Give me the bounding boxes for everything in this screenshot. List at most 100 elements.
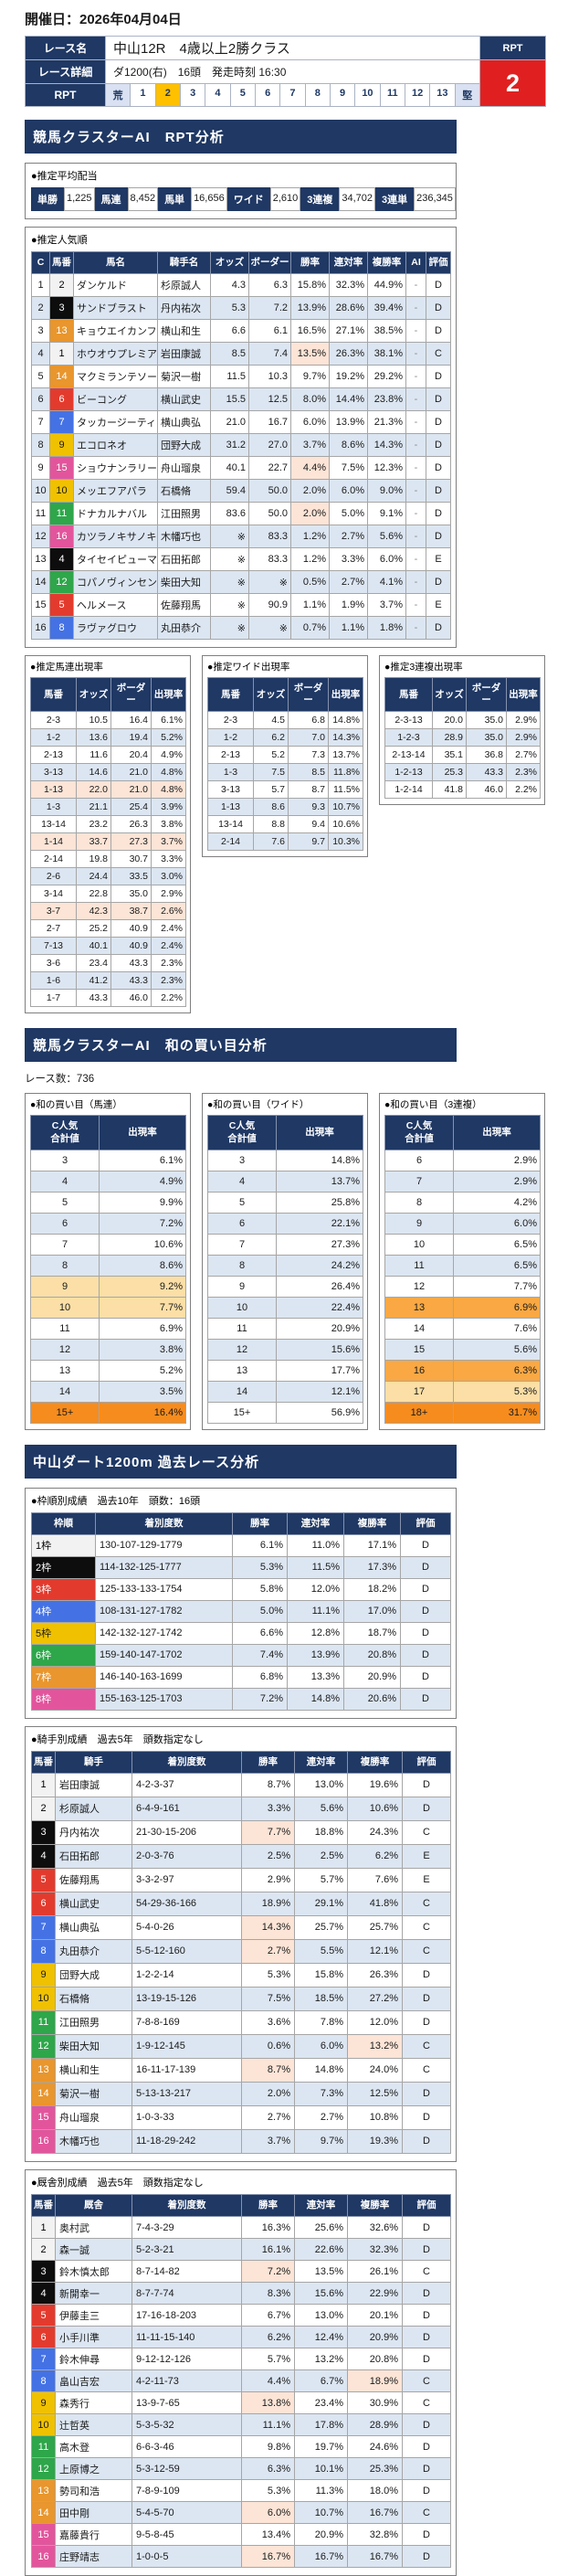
column-header: 出現率 [453,1115,541,1150]
race-detail-value: ダ1200(右) 16頭 発走時刻 16:30 [105,59,480,84]
cell-odds: 25.3 [432,763,467,782]
cell-horse-number: 7 [49,410,74,435]
cell-odds: 20.0 [432,711,467,730]
cell-border: 6.1 [248,319,291,344]
cell-fuku-rate: 3.7% [367,593,406,618]
cell-ren-rate: 27.1% [329,319,368,344]
cell-combination: 2-13-14 [384,746,433,765]
cell-win-rate: 2.9% [241,1867,295,1892]
column-header: 勝率 [290,250,330,275]
occurrence-row: 1-13 22.0 21.0 4.8% [30,780,186,800]
cell-rate: 10.6% [99,1233,186,1256]
cell-fuku-rate: 10.6% [347,1796,403,1821]
cell-win-rate: 11.1% [241,2413,295,2436]
cell-horse-number: 5 [49,593,74,618]
wa-row: 12 7.7% [384,1275,541,1298]
cell-record: 125-133-133-1754 [95,1577,233,1601]
cell-horse-number: 9 [31,2391,56,2414]
race-name-label: レース名 [25,36,106,60]
cell-eval: D [402,2523,451,2546]
cell-win-rate: 6.6% [232,1621,288,1645]
cell-horse-number: 15 [49,456,74,481]
cell-win-rate: 1.2% [290,547,330,572]
cell-eval: D [426,525,451,549]
jockey-results-box: ●騎手別成績 過去5年 頭数指定なし 馬番 騎手 着別度数 勝率 連対率 複勝率 評価 1 岩田… [25,1725,457,2162]
cell-ren-rate: 32.3% [329,273,368,298]
cell-border: 7.2 [248,296,291,321]
jockey-row: 15 舟山瑠泉 1-0-3-33 2.7% 2.7% 10.8% D [31,2104,451,2130]
cell-combination: 7-13 [30,937,77,956]
cell-rate: 6.5% [453,1233,541,1256]
column-header: 連対率 [287,1511,344,1535]
cell-rank: 9 [31,456,50,481]
event-date: 開催日：2026年04月04日 [25,12,182,27]
cell-waku: 3枠 [31,1577,96,1601]
cell-eval: D [402,2081,451,2106]
wa-row: 14 12.1% [207,1380,363,1403]
cell-odds: 40.1 [210,456,249,481]
cell-eval: D [402,2104,451,2130]
cell-rate: 14.8% [276,1149,363,1171]
wa-row: 15+ 56.9% [207,1401,363,1424]
cell-win-rate: 5.8% [232,1577,288,1601]
column-header: 勝率 [241,1750,295,1774]
cell-fuku-rate: 24.0% [347,2057,403,2083]
cell-record: 8-7-7-74 [131,2282,242,2305]
cell-eval: D [400,1643,451,1667]
cell-record: 17-16-18-203 [131,2304,242,2327]
cell-sum-value: 7 [207,1233,277,1256]
cell-ai: - [405,593,426,618]
race-info-table: レース名 中山12R 4歳以上2勝クラス RPT レース詳細 ダ1200(右) … [25,36,546,107]
cell-combination: 3-6 [30,954,77,973]
cell-odds: 8.6 [253,798,289,817]
cell-rank: 15 [31,593,50,618]
cell-win-rate: 16.5% [290,319,330,344]
cell-odds: 40.1 [76,937,111,956]
cell-waku: 8枠 [31,1687,96,1711]
cell-rate: 3.7% [151,832,186,852]
cell-fuku-rate: 5.6% [367,525,406,549]
cell-combination: 1-14 [30,832,77,852]
cell-fuku-rate: 30.9% [347,2391,403,2414]
cell-sum-value: 6 [30,1212,100,1235]
cell-ren-rate: 12.4% [294,2326,348,2348]
jockey-row: 4 石田拓郎 2-0-3-76 2.5% 2.5% 6.2% E [31,1843,451,1869]
wa-row: 6 2.9% [384,1149,541,1171]
cell-odds: 6.6 [210,319,249,344]
occurrence-row: 1-7 43.3 46.0 2.2% [30,989,186,1008]
cell-win-rate: 5.3% [241,1962,295,1988]
cell-fuku-rate: 18.9% [347,2369,403,2392]
cell-odds: 7.6 [253,832,289,852]
cell-fuku-rate: 29.2% [367,365,406,389]
wa-wide-table: C人気 合計値 出現率 3 14.8% 4 13.7% 5 25.8% 6 22.1% 7 27.3%… [207,1115,363,1424]
occurrence-row: 7-13 40.1 40.9 2.4% [30,937,186,956]
occurrence-row: 3-13 5.7 8.7 11.5% [207,780,363,800]
cell-eval: C [402,1891,451,1916]
rpt-scale-value: 荒 [106,84,131,106]
payout-value: 236,345 [414,187,456,211]
wa-row: 9 26.4% [207,1275,363,1298]
cell-name: 石橋脩 [55,1986,132,2011]
cell-win-rate: 16.1% [241,2238,295,2261]
cell-ren-rate: 29.1% [294,1891,348,1916]
occurrence-row: 1-6 41.2 43.3 2.3% [30,971,186,991]
cell-rate: 2.9% [453,1170,541,1193]
cell-jockey-name: 柴田大知 [157,570,211,595]
cell-ren-rate: 3.3% [329,547,368,572]
cell-rank: 13 [31,547,50,572]
cell-horse-number: 5 [31,1867,56,1892]
cell-horse-number: 12 [31,2033,56,2059]
column-header: 連対率 [329,250,368,275]
cell-record: 114-132-125-1777 [95,1555,233,1579]
cell-rank: 5 [31,365,50,389]
stable-row: 7 鈴木伸尋 9-12-12-126 5.7% 13.2% 20.8% D [31,2348,451,2370]
wa-row: 18+ 31.7% [384,1401,541,1424]
wa-wide-box: ●和の買い目（ワイド） C人気 合計値 出現率 3 14.8% 4 13.7% 5 25.8%… [202,1093,368,1430]
cell-name: 舟山瑠泉 [55,2104,132,2130]
column-header: AI [405,250,426,275]
cell-name: 鈴木慎太郎 [55,2260,132,2283]
occurrence-row: 13-14 8.8 9.4 10.6% [207,815,363,834]
cell-horse-number: 4 [49,547,74,572]
cell-waku: 5枠 [31,1621,96,1645]
